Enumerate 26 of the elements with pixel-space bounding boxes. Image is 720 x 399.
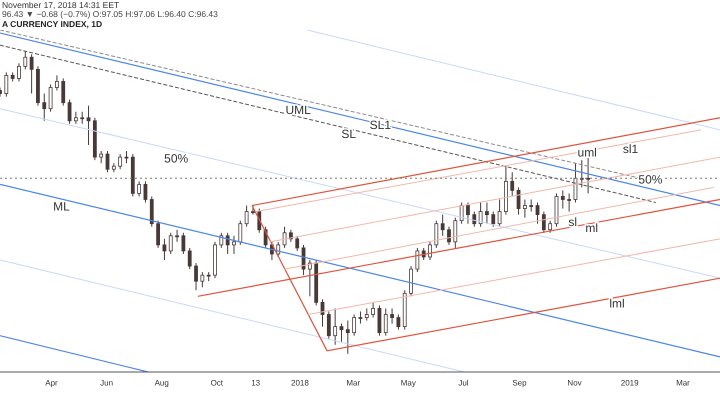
x-tick-label: Oct xyxy=(210,378,224,388)
annotation: ml xyxy=(585,220,598,235)
x-tick-label: Jul xyxy=(458,378,469,388)
annotation: ML xyxy=(53,200,70,214)
annotation: 50% xyxy=(164,151,188,166)
x-tick-label: 2019 xyxy=(620,378,640,388)
x-tick-label: Sep xyxy=(512,378,528,388)
annotation: lml xyxy=(609,296,625,311)
x-tick-label: Aug xyxy=(154,378,169,388)
annotation: UML xyxy=(285,102,312,117)
x-tick-label: Jun xyxy=(100,378,114,388)
annotation: sl xyxy=(568,214,578,229)
x-tick-label: Apr xyxy=(45,378,58,388)
x-tick-label: Mar xyxy=(346,378,360,388)
text: 96.43 ▼ −0.68 (−0.7%) O:97.05 H:97.06 L:96.40 C:96.43 xyxy=(2,9,218,19)
x-tick-label: Mar xyxy=(676,378,690,388)
annotation: SL xyxy=(341,127,356,142)
x-tick-label: 2018 xyxy=(291,378,310,388)
annotation: uml xyxy=(578,145,597,160)
annotation: 50% xyxy=(638,172,663,187)
annotation: sl1 xyxy=(622,142,639,156)
x-tick-label: 13 xyxy=(251,378,261,388)
x-tick-label: May xyxy=(400,378,416,388)
x-tick-label: Nov xyxy=(567,378,582,388)
chart-subtitle: November 17, 2018 14:31 EET xyxy=(2,0,120,10)
chart-title: A CURRENCY INDEX, 1D xyxy=(2,19,104,29)
